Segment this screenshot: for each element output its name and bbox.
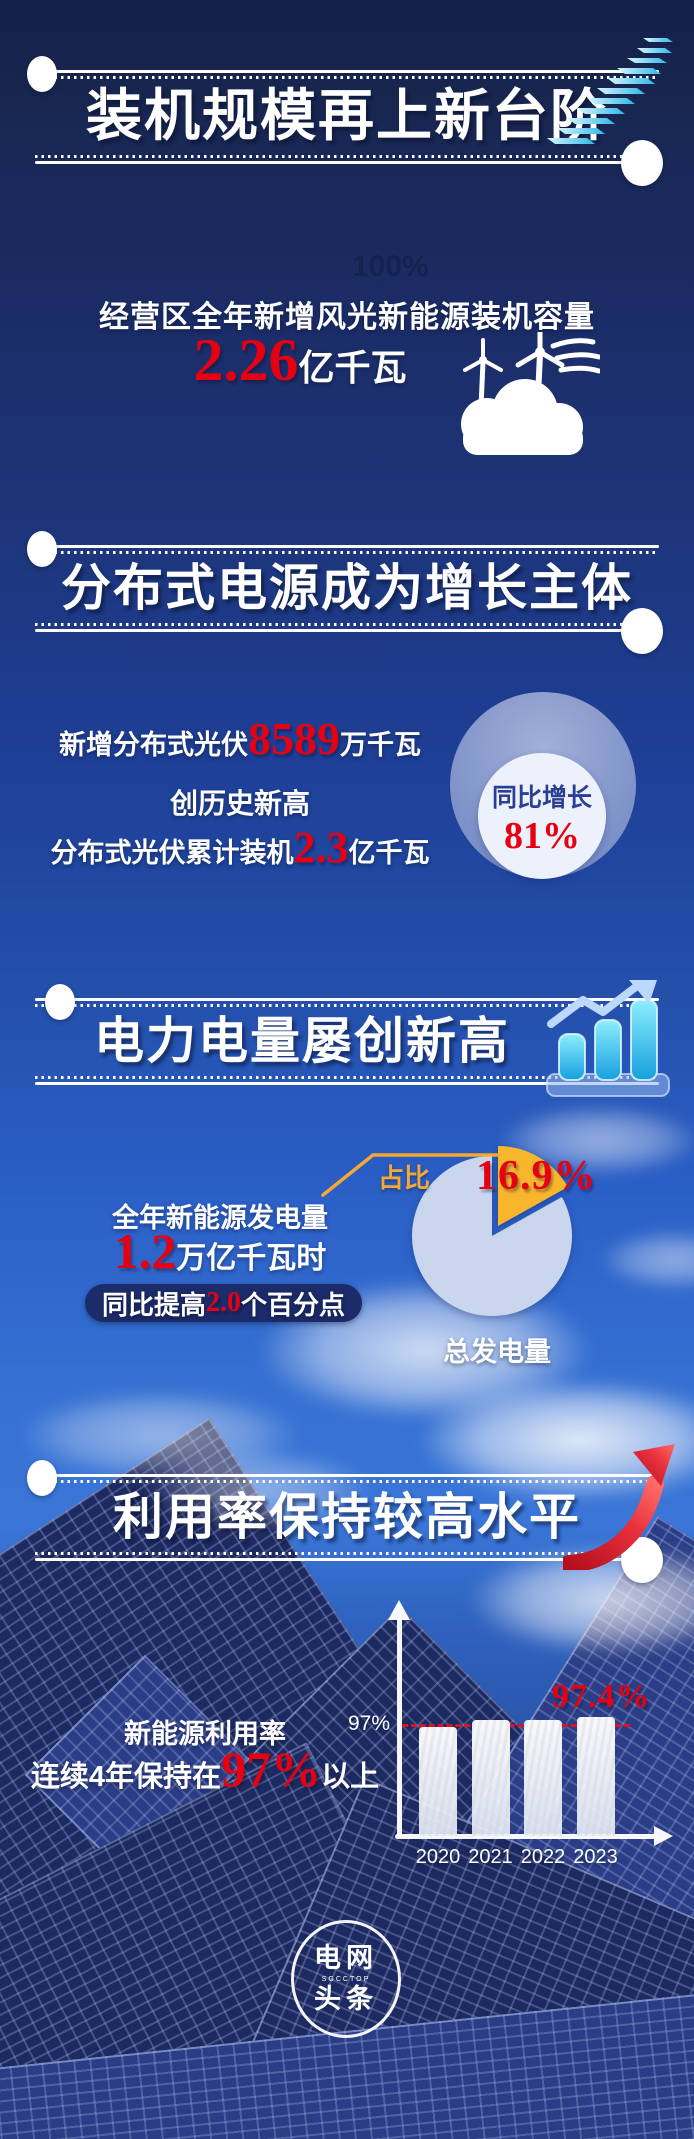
- section-4-title: 利用率保持较高水平: [113, 1489, 581, 1545]
- utilization-bar-chart: 97% 97.4% 2020 2021 2022 2023: [300, 1600, 694, 1890]
- divider-dotted: [35, 623, 659, 626]
- decor-circle: [27, 531, 57, 567]
- divider: [35, 70, 659, 73]
- section-3-header: 电力电量屡创新高: [35, 980, 670, 1097]
- cloud: [20, 1390, 300, 1480]
- pill-prefix: 同比提高: [101, 1289, 206, 1320]
- decor-circle: [27, 56, 57, 92]
- line1-unit: 万千瓦: [340, 730, 421, 760]
- reference-line-label: 97%: [347, 1712, 390, 1735]
- section-1-value: 2.26亿千瓦: [140, 330, 460, 391]
- wind-turbine-cloud-icon: [461, 332, 600, 455]
- line2-value: 97%: [221, 1741, 322, 1797]
- capacity-value: 2.26: [193, 327, 299, 393]
- sgcc-top-logo: 电网 SGCCTOP 头条: [291, 1920, 401, 2038]
- divider-dotted: [35, 1552, 659, 1555]
- section-2-title: 分布式电源成为增长主体: [61, 560, 633, 616]
- distributed-pv-line3: 分布式光伏累计装机2.3亿千瓦: [20, 826, 460, 870]
- y-axis-arrow: [388, 1600, 410, 1620]
- stairs-icon: [547, 38, 673, 144]
- bar-2022: [524, 1719, 562, 1836]
- divider: [35, 545, 659, 548]
- generation-unit: 万亿千瓦时: [176, 1242, 327, 1275]
- section-1-header: 装机规模再上新台阶: [27, 38, 673, 187]
- background-watermark: 100%: [352, 250, 429, 283]
- growth-badge-value: 81%: [504, 814, 580, 857]
- red-up-arrow-icon: [563, 1444, 675, 1570]
- pie-chart: [412, 1146, 572, 1316]
- y-axis: [397, 1618, 402, 1836]
- distributed-pv-line2: 创历史新高: [169, 788, 310, 819]
- generation-value-line: 1.2万亿千瓦时: [60, 1226, 380, 1277]
- line2-prefix: 连续4年保持在: [30, 1761, 222, 1793]
- section-4-header: 利用率保持较高水平: [27, 1444, 675, 1583]
- line2-suffix: 以上: [321, 1761, 380, 1793]
- pie-callout-label: 占比: [378, 1163, 431, 1193]
- section-1-title: 装机规模再上新台阶: [86, 86, 608, 148]
- section-1-text: 经营区全年新增风光新能源装机容量: [99, 301, 595, 334]
- divider-dotted: [35, 1076, 659, 1079]
- decor-circle: [621, 608, 663, 654]
- decor-circle: [621, 140, 663, 187]
- bar-growth-icon: [546, 980, 670, 1097]
- pie-base-label: 总发电量: [443, 1337, 551, 1367]
- line3-prefix: 分布式光伏累计装机: [50, 838, 294, 868]
- cloud: [150, 1450, 370, 1530]
- reference-dashed-line: [402, 1724, 630, 1727]
- yoy-pill-badge: 同比提高 2.0 个百分点: [85, 1284, 362, 1322]
- divider: [35, 161, 659, 165]
- line1-value: 8589: [248, 713, 340, 764]
- cloud: [600, 1230, 694, 1290]
- x-axis: [395, 1834, 657, 1839]
- pie-slice-highlight: [498, 1146, 568, 1226]
- x-axis-arrow: [654, 1826, 673, 1846]
- bar-category-label: 2020: [415, 1846, 461, 1868]
- divider: [35, 1474, 659, 1477]
- section-3-title: 电力电量屡创新高: [94, 1013, 510, 1069]
- bar-2023: [576, 1717, 615, 1836]
- bar-2020: [419, 1727, 457, 1836]
- growth-badge: 同比增长 81%: [478, 753, 606, 879]
- generation-value: 1.2: [113, 1223, 177, 1279]
- decor-circle: [45, 984, 75, 1020]
- generation-line1: 全年新能源发电量: [112, 1203, 328, 1233]
- logo-subtext: SGCCTOP: [321, 1975, 371, 1983]
- logo-line2: 头条: [314, 1983, 378, 2014]
- pie-share-value: 16.9%: [476, 1153, 597, 1199]
- line3-unit: 亿千瓦: [348, 838, 430, 868]
- divider: [35, 629, 659, 632]
- line1-prefix: 新增分布式光伏: [59, 730, 248, 760]
- divider-dotted: [35, 76, 659, 79]
- divider-dotted: [35, 551, 659, 554]
- logo-line1: 电网: [314, 1943, 378, 1974]
- bar-category-label: 2021: [468, 1846, 513, 1868]
- pie-callout-line: [321, 1153, 499, 1197]
- pie-slice-rest: [412, 1156, 572, 1316]
- divider: [35, 1082, 659, 1085]
- bar-category-label: 2023: [573, 1846, 618, 1868]
- capacity-unit: 亿千瓦: [298, 347, 407, 388]
- divider-dotted: [35, 155, 659, 159]
- section-2-header: 分布式电源成为增长主体: [27, 531, 663, 654]
- bar-category-label: 2022: [520, 1846, 566, 1868]
- line3-value: 2.3: [293, 823, 349, 872]
- utilization-line1: 新能源利用率: [124, 1719, 286, 1749]
- pill-suffix: 个百分点: [241, 1289, 346, 1320]
- utilization-line2: 连续4年保持在97%以上: [10, 1744, 400, 1795]
- growth-badge-label: 同比增长: [491, 783, 592, 812]
- divider: [35, 1558, 659, 1561]
- pill-value: 2.0: [206, 1287, 241, 1318]
- distributed-pv-line1: 新增分布式光伏8589万千瓦: [30, 716, 450, 762]
- bar-2021: [471, 1719, 510, 1836]
- divider: [35, 998, 659, 1001]
- decor-circle: [27, 1460, 57, 1496]
- divider-dotted: [35, 1480, 659, 1483]
- peak-data-label: 97.4%: [552, 1678, 651, 1715]
- divider-dotted: [35, 1004, 659, 1007]
